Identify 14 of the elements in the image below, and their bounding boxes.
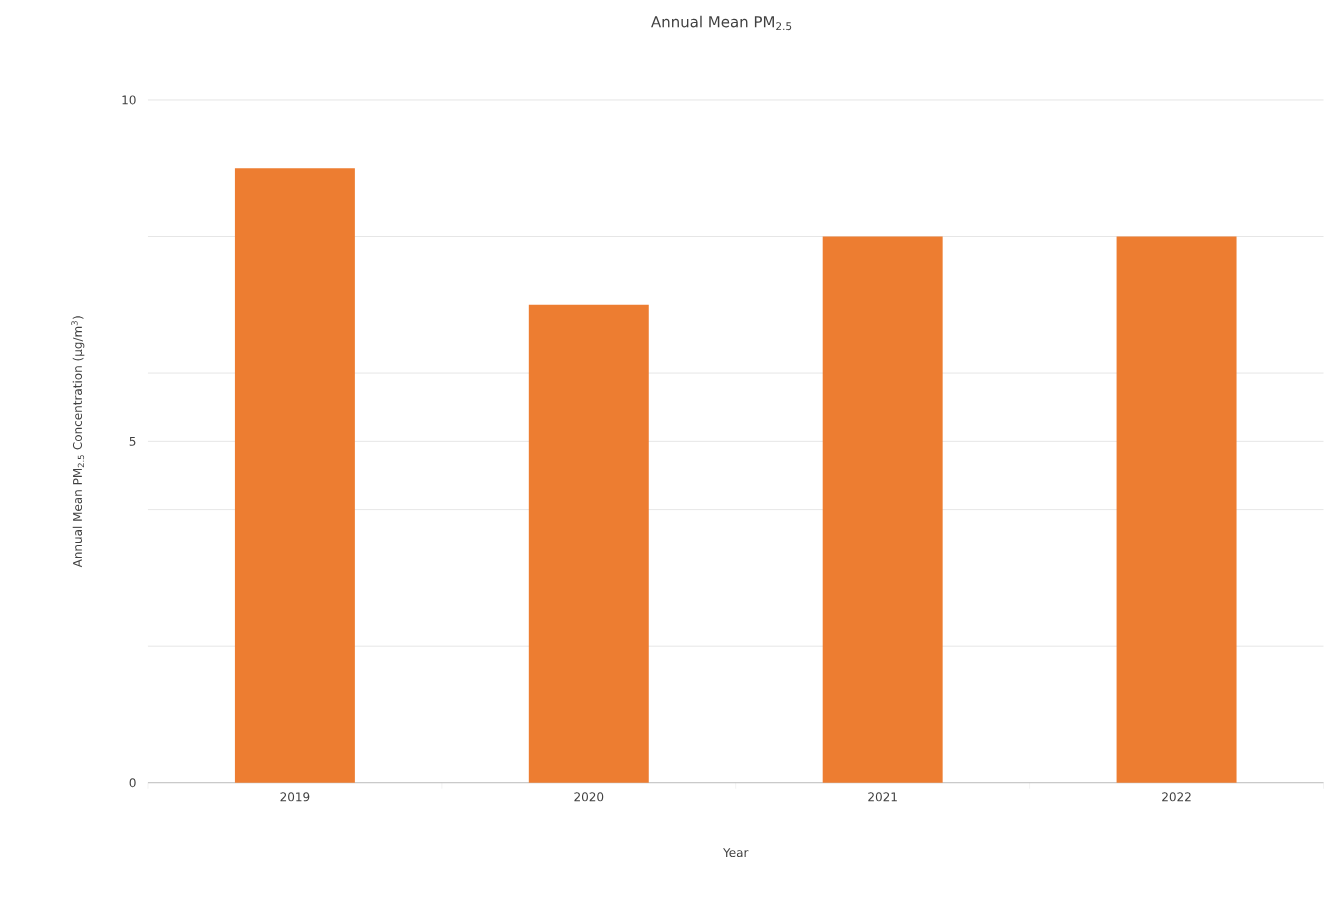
x-tick-label: 2021 bbox=[868, 792, 897, 802]
x-tick-label: 2020 bbox=[574, 792, 604, 802]
bar bbox=[234, 168, 355, 783]
y-tick-label: 10 bbox=[122, 95, 136, 105]
y-tick-label: 0 bbox=[129, 778, 136, 788]
bar bbox=[528, 304, 649, 783]
x-axis-title: Year bbox=[723, 848, 749, 858]
y-axis-title: Annual Mean PM$_{2.5}$ Concentration (µg/m$^{3}$) bbox=[71, 316, 85, 568]
chart-title: Annual Mean PM$_{2.5}$ bbox=[651, 15, 792, 31]
y-tick-label: 5 bbox=[129, 437, 136, 446]
bar bbox=[1116, 236, 1237, 783]
x-tick-label: 2019 bbox=[280, 792, 310, 802]
x-tick-label: 2022 bbox=[1162, 792, 1191, 802]
bar bbox=[822, 236, 943, 783]
